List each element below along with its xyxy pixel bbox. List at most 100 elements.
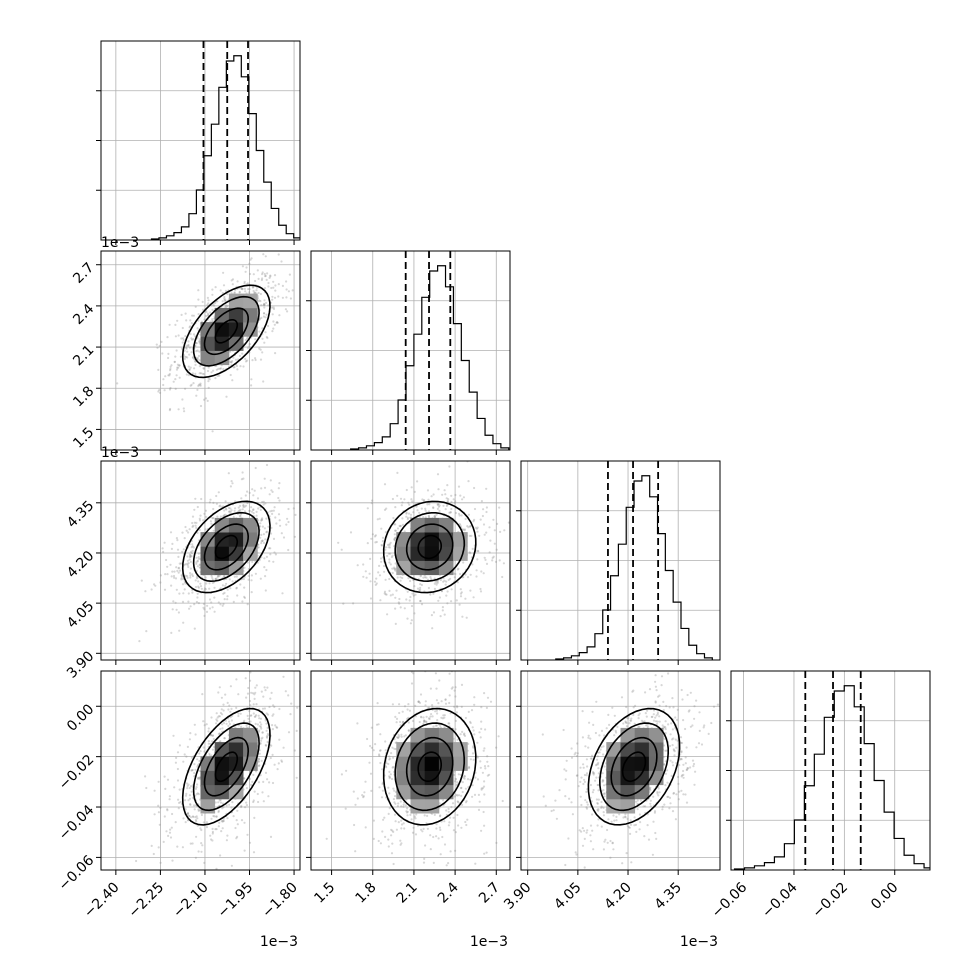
- sample-point: [516, 736, 518, 738]
- sample-point: [276, 768, 279, 771]
- sample-point: [192, 314, 195, 317]
- sample-point: [394, 607, 397, 610]
- sample-point: [219, 801, 223, 804]
- sample-point: [399, 843, 402, 846]
- sample-point: [248, 721, 251, 724]
- sample-point: [227, 724, 230, 728]
- density-cell: [243, 727, 258, 743]
- sample-point: [264, 316, 267, 319]
- sample-point: [157, 780, 160, 783]
- sample-point: [190, 550, 193, 554]
- sample-point: [383, 483, 387, 486]
- sample-point: [169, 386, 172, 390]
- panel-frame: [100, 250, 301, 451]
- sample-point: [460, 787, 463, 790]
- sample-point: [198, 809, 201, 812]
- sample-point: [224, 693, 227, 696]
- sample-point: [239, 504, 242, 507]
- sample-point: [198, 563, 201, 566]
- sample-point: [664, 726, 667, 729]
- sample-point: [381, 782, 384, 786]
- sample-point: [268, 493, 271, 496]
- sample-point: [207, 386, 210, 389]
- sample-point: [501, 799, 504, 803]
- sample-point: [463, 775, 466, 778]
- sample-point: [248, 777, 251, 781]
- sample-point: [473, 507, 477, 511]
- sample-point: [435, 583, 438, 586]
- panel-1-1: [306, 250, 511, 455]
- sample-point: [349, 531, 353, 534]
- sample-point: [184, 582, 187, 585]
- sample-point: [273, 506, 276, 509]
- sample-point: [406, 810, 409, 813]
- sample-point: [218, 367, 222, 370]
- sample-point: [362, 795, 365, 798]
- sample-point: [202, 602, 205, 606]
- sample-point: [456, 781, 459, 784]
- sample-point: [241, 288, 244, 291]
- sample-point: [264, 589, 267, 592]
- sample-point: [172, 600, 175, 603]
- sample-point: [191, 574, 194, 578]
- sample-point: [185, 346, 188, 349]
- sample-point: [374, 583, 377, 587]
- sample-point: [393, 523, 396, 526]
- sample-point: [424, 576, 427, 579]
- sample-point: [197, 354, 201, 358]
- sample-point: [155, 343, 158, 346]
- sample-point: [182, 817, 185, 820]
- sample-point: [180, 577, 183, 580]
- sample-point: [248, 509, 251, 512]
- sample-point: [447, 862, 450, 865]
- sample-point: [207, 366, 210, 369]
- sample-point: [211, 293, 214, 296]
- sample-point: [461, 803, 464, 807]
- sample-point: [183, 537, 186, 540]
- sample-point: [288, 273, 291, 276]
- sample-point: [265, 301, 268, 304]
- sample-point: [248, 699, 252, 703]
- sample-point: [408, 709, 411, 712]
- sample-point: [454, 831, 457, 834]
- sample-point: [325, 837, 328, 840]
- sample-point: [478, 800, 481, 803]
- sample-point: [432, 493, 435, 496]
- sample-point: [393, 566, 396, 569]
- sample-point: [464, 820, 467, 824]
- panel-frame: [310, 250, 511, 451]
- sample-point: [398, 602, 401, 605]
- sample-point: [434, 672, 437, 675]
- sample-point: [380, 527, 383, 530]
- sample-point: [263, 299, 266, 302]
- sample-point: [203, 587, 206, 590]
- sample-point: [199, 514, 202, 517]
- sample-point: [224, 306, 227, 309]
- sample-point: [161, 352, 164, 355]
- sample-point: [224, 507, 227, 510]
- sample-point: [193, 367, 196, 370]
- sample-point: [263, 287, 267, 290]
- sample-point: [476, 755, 479, 758]
- sample-point: [205, 515, 208, 519]
- sample-point: [427, 706, 431, 709]
- sample-point: [464, 787, 467, 790]
- sample-point: [190, 552, 193, 555]
- sample-point: [286, 310, 289, 313]
- sample-point: [178, 569, 182, 572]
- sample-point: [269, 532, 273, 535]
- sample-point: [268, 547, 271, 550]
- sample-point: [445, 864, 448, 867]
- sample-point: [184, 525, 187, 529]
- sample-point: [237, 693, 240, 696]
- sample-point: [214, 578, 217, 581]
- sample-point: [197, 776, 200, 780]
- sample-point: [215, 502, 218, 505]
- sample-point: [157, 811, 160, 814]
- sample-point: [180, 562, 183, 565]
- sample-point: [645, 715, 648, 718]
- sample-point: [237, 712, 240, 715]
- sample-point: [249, 679, 252, 682]
- sample-point: [251, 359, 254, 362]
- panel-content: [311, 461, 510, 660]
